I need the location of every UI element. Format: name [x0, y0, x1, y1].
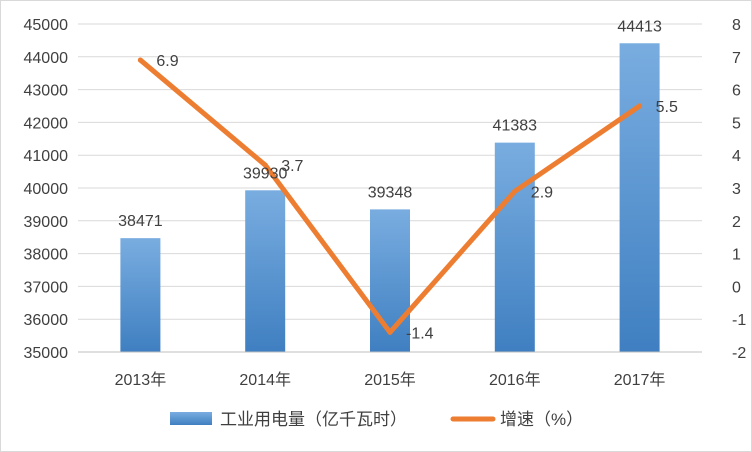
line-value-label: 5.5 [656, 99, 678, 116]
y-left-tick-label: 40000 [24, 181, 69, 198]
line-value-label: 3.7 [281, 158, 303, 175]
bar-value-label: 41383 [493, 118, 538, 135]
y-left-tick-label: 39000 [24, 214, 69, 231]
bar [120, 238, 161, 352]
bar [494, 142, 535, 352]
y-left-tick-label: 37000 [24, 279, 69, 296]
y-left-tick-label: 35000 [24, 345, 69, 362]
y-right-tick-label: -2 [732, 345, 746, 362]
y-right-tick-label: 0 [732, 279, 741, 296]
x-tick-label: 2015年 [364, 371, 416, 389]
y-left-tick-label: 43000 [24, 83, 69, 100]
y-left-tick-label: 38000 [24, 247, 69, 264]
y-right-tick-label: 6 [732, 83, 741, 100]
bar-value-label: 39348 [368, 184, 413, 201]
x-tick-label: 2014年 [239, 371, 291, 389]
y-right-tick-label: 7 [732, 50, 741, 67]
legend-line-label: 增速（%） [500, 410, 583, 429]
bar-value-label: 38471 [118, 213, 163, 230]
bar [245, 190, 286, 352]
y-right-tick-label: 8 [732, 17, 741, 34]
line-value-label: 2.9 [531, 184, 553, 201]
y-right-tick-label: 2 [732, 214, 741, 231]
line-value-label: 6.9 [156, 53, 178, 70]
y-left-tick-label: 41000 [24, 148, 69, 165]
y-right-tick-label: 1 [732, 247, 741, 264]
bar-value-label: 44413 [617, 18, 662, 35]
line-point [387, 329, 393, 335]
y-left-tick-label: 36000 [24, 312, 69, 329]
line-point [262, 162, 268, 168]
legend-bar-label: 工业用电量（亿千瓦时） [220, 410, 407, 429]
y-right-tick-label: 4 [732, 148, 741, 165]
y-left-tick-label: 44000 [24, 50, 69, 67]
line-point [512, 188, 518, 194]
y-right-tick-label: 3 [732, 181, 741, 198]
x-tick-label: 2016年 [489, 371, 541, 389]
x-tick-label: 2013年 [115, 371, 167, 389]
line-point [137, 57, 143, 63]
line-point [637, 103, 643, 109]
bar [619, 43, 660, 352]
x-tick-label: 2017年 [614, 371, 666, 389]
y-left-tick-label: 42000 [24, 115, 69, 132]
y-right-tick-label: 5 [732, 115, 741, 132]
line-value-label: -1.4 [406, 325, 434, 342]
legend-bar-swatch [170, 412, 212, 425]
y-left-tick-label: 45000 [24, 17, 69, 34]
y-right-tick-label: -1 [732, 312, 746, 329]
bar-value-label: 39930 [243, 165, 288, 182]
